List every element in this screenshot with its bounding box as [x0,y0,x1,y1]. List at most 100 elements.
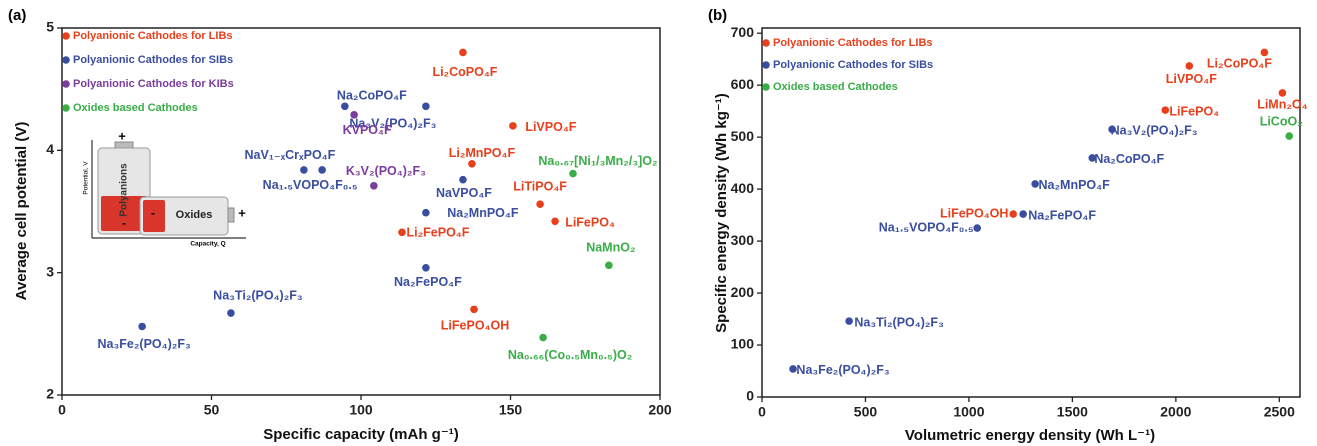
legend-marker [62,104,70,112]
point-label: NaVPO₄F [436,186,492,200]
point-label: Na₃V₂(PO₄)₂F₃ [349,117,436,131]
point-label: Na₃Ti₂(PO₄)₂F₃ [854,315,944,329]
data-point [459,48,467,57]
x-tick-label: 2500 [1264,404,1295,420]
data-point [398,228,406,237]
data-point [1278,89,1287,97]
data-point [422,263,430,272]
legend-marker [762,39,770,47]
data-point [536,200,544,208]
x-tick-label: 500 [854,404,878,420]
data-point [1019,210,1027,218]
legend-label: Oxides based Cathodes [773,81,898,93]
inset-text: - [151,206,155,220]
y-tick-label: 100 [731,336,755,352]
legend-marker [762,61,770,69]
inset-text: - [122,216,126,230]
y-tick-label: 500 [731,128,755,144]
point-label: LiCoO₂ [1260,114,1303,128]
plot-frame [761,27,1301,398]
y-tick-label: 3 [46,263,54,279]
inset-text: Potential, V [83,161,90,195]
data-point [1161,106,1170,114]
y-tick-label: 0 [746,388,754,404]
x-tick-label: 2000 [1160,404,1191,420]
y-tick-label: 700 [731,24,755,40]
data-point [539,333,547,342]
inset-text: Capacity, Q [190,241,225,248]
y-tick-label: 400 [731,180,755,196]
data-point [1285,132,1294,140]
point-label: LiVPO₄F [525,120,576,134]
y-tick-label: 200 [731,284,755,300]
x-tick-label: 1500 [1057,404,1088,420]
panel-label: (a) [8,7,26,24]
legend-label: Polyanionic Cathodes for SIBs [773,59,933,71]
data-point [341,102,349,111]
y-tick-label: 300 [731,232,755,248]
point-label: Na₀.₆₆(Co₀.₅Mn₀.₅)O₂ [508,348,632,362]
data-point [1009,210,1018,218]
x-tick-label: 200 [648,402,672,418]
data-point [300,166,308,174]
battery-cap [227,207,235,223]
y-tick-label: 2 [46,386,54,402]
legend-label: Polyanionic Cathodes for LIBs [73,30,233,42]
y-axis-label: Specific energy density (Wh kg⁻¹) [713,93,730,333]
data-point [422,208,430,217]
point-label: Na₃V₂(PO₄)₂F₃ [1111,124,1198,138]
data-point [973,224,981,232]
data-point [422,102,430,111]
point-label: Na₃Ti₂(PO₄)₂F₃ [213,288,303,302]
x-tick-label: 0 [758,404,766,420]
battery-fill [101,196,147,231]
data-point [459,175,467,184]
point-label: Na₂CoPO₄F [1094,152,1164,166]
legend-marker [62,56,70,64]
inset-text: + [118,128,126,143]
point-label: LiVPO₄F [1166,72,1217,86]
point-label: LiTiPO₄F [513,179,567,193]
point-label: Na₂CoPO₄F [337,89,407,103]
x-axis-label: Specific capacity (mAh g⁻¹) [263,426,458,443]
legend-marker [62,32,70,40]
legend-label: Polyanionic Cathodes for KIBs [73,78,234,90]
battery-fill [143,200,165,232]
point-label: Li₂FePO₄F [407,226,470,240]
x-tick-label: 1000 [953,404,984,420]
point-label: Li₂CoPO₄F [1207,57,1272,71]
data-point [370,182,378,190]
legend-label: Polyanionic Cathodes for LIBs [773,37,933,49]
inset-text: + [238,205,246,220]
point-label: Na₀.₆₇[Ni₁/₃Mn₂/₃]O₂ [538,154,657,168]
point-label: Li₂CoPO₄F [432,65,497,79]
data-point [138,322,146,331]
data-point [318,166,326,174]
legend-label: Oxides based Cathodes [73,102,198,114]
x-tick-label: 50 [204,402,220,418]
y-tick-label: 5 [46,19,54,35]
data-point [350,111,358,119]
y-axis-label: Average cell potential (V) [13,122,30,301]
point-label: Na₂MnPO₄F [1039,178,1111,192]
x-tick-label: 0 [58,402,66,418]
point-label: LiFePO₄OH [441,319,509,333]
data-point [1185,62,1194,70]
data-point [1108,125,1116,134]
y-tick-label: 4 [46,141,54,157]
data-point [845,317,853,325]
inset-text: Polyanions [119,163,130,217]
battery-inset: Potential, V Capacity, Q + Polyanions - … [83,128,246,247]
point-label: Na₃Fe₂(PO₄)₂F₃ [796,363,889,377]
inset-text: Oxides [176,209,213,221]
data-point [470,305,478,314]
data-point [1088,154,1097,162]
legend-marker [62,80,70,88]
point-label: Na₁.₅VOPO₄F₀.₅ [263,178,358,192]
point-label: Na₃Fe₂(PO₄)₂F₃ [98,337,191,351]
point-label: LiFePO₄ [1169,104,1219,118]
point-label: LiFePO₄ [565,216,615,230]
data-point [509,122,517,130]
point-label: K₃V₂(PO₄)₂F₃ [346,164,426,178]
